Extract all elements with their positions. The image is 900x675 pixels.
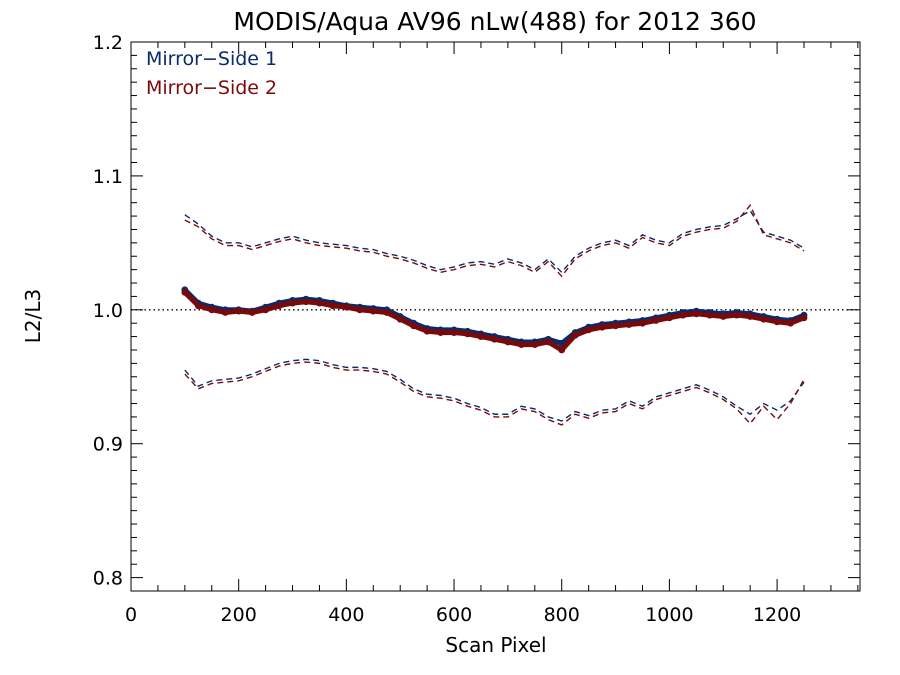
mirror-side-2-mean-point xyxy=(692,310,700,318)
mirror-side-2-mean-point xyxy=(396,315,404,323)
legend: Mirror−Side 1 Mirror−Side 2 xyxy=(146,48,277,99)
mirror-side-2-mean-point xyxy=(585,326,593,334)
mirror-side-2-mean-point xyxy=(275,302,283,310)
y-tick-label: 1.1 xyxy=(93,166,123,188)
mirror-side-2-mean-point xyxy=(517,341,525,349)
mirror-side-2-mean-point xyxy=(733,311,741,319)
mirror-side-2-mean-point xyxy=(706,311,714,319)
mirror-side-2-mean-point xyxy=(289,299,296,307)
mirror-side-2-mean-point xyxy=(544,338,552,346)
mirror-side-2-upper-line xyxy=(184,204,805,278)
mirror-side-2-mean-point xyxy=(369,307,377,315)
mirror-side-2-mean-point xyxy=(746,313,754,320)
mirror-side-2-mean-point xyxy=(531,341,539,349)
mirror-side-2-mean-point xyxy=(598,323,606,331)
mirror-side-2-mean-point xyxy=(450,329,458,336)
x-tick-label: 0 xyxy=(125,604,137,626)
mirror-side-2-mean-point xyxy=(800,314,808,322)
x-tick-label: 800 xyxy=(544,604,580,626)
x-tick-label: 400 xyxy=(328,604,364,626)
mirror-side-2-mean-point xyxy=(302,298,310,306)
y-tick-label: 1.2 xyxy=(93,32,123,54)
mirror-side-2-mean-point xyxy=(719,313,727,320)
mirror-side-2-mean-point xyxy=(383,309,391,316)
mirror-side-2-lower-line xyxy=(184,361,805,426)
mirror-side-2-mean-point xyxy=(773,318,781,326)
mirror-side-2-mean-point xyxy=(194,302,202,310)
mirror-side-2-mean-point xyxy=(329,302,337,310)
x-axis-label: Scan Pixel xyxy=(445,633,546,657)
series-group xyxy=(181,204,808,426)
legend-item-mirror-side-1: Mirror−Side 1 xyxy=(146,48,277,70)
mirror-side-2-mean-point xyxy=(262,306,270,314)
mirror-side-2-mean-point xyxy=(248,309,256,316)
mirror-side-2-mean-point xyxy=(410,322,418,330)
mirror-side-1-lower-line xyxy=(184,358,805,422)
mirror-side-2-mean-point xyxy=(221,309,229,316)
mirror-side-2-mean-point xyxy=(639,319,646,327)
legend-item-mirror-side-2: Mirror−Side 2 xyxy=(146,77,277,99)
y-axis-label: L2/L3 xyxy=(21,289,45,343)
y-tick-label: 1.0 xyxy=(93,300,123,322)
mirror-side-2-mean-point xyxy=(235,307,243,315)
mirror-side-2-mean-point xyxy=(464,330,471,338)
x-tick-label: 1200 xyxy=(753,604,801,626)
x-tick-label: 600 xyxy=(436,604,472,626)
mirror-side-2-mean-point xyxy=(491,335,498,343)
plot-border xyxy=(130,41,861,592)
x-axis: 0 200 400 600 800 1000 1200 xyxy=(125,42,859,626)
mirror-side-2-mean-point xyxy=(342,303,350,311)
mirror-side-2-mean-point xyxy=(316,299,323,307)
mirror-side-1-upper-line xyxy=(184,209,805,274)
mirror-side-2-mean-point xyxy=(356,306,364,314)
mirror-side-2-mean-point xyxy=(625,321,633,328)
y-axis: 0.8 0.9 1.0 1.1 1.2 xyxy=(93,32,860,592)
mirror-side-2-mean-point xyxy=(666,314,673,322)
x-tick-label: 1000 xyxy=(645,604,693,626)
mirror-side-2-mean-point xyxy=(787,319,794,327)
plot-frame xyxy=(130,41,861,592)
mirror-side-2-mean-point xyxy=(504,338,512,346)
mirror-side-2-mean-point xyxy=(423,327,431,335)
mirror-side-2-mean-point xyxy=(437,329,444,336)
mirror-side-2-mean-point xyxy=(571,331,579,339)
mirror-side-2-mean-point xyxy=(208,306,216,314)
mirror-side-2-mean-point xyxy=(612,322,619,330)
mirror-side-2-mean-point xyxy=(760,315,768,323)
y-tick-label: 0.8 xyxy=(93,568,123,590)
chart-title: MODIS/Aqua AV96 nLw(488) for 2012 360 xyxy=(233,7,756,36)
x-tick-label: 200 xyxy=(221,604,257,626)
mirror-side-2-mean-point xyxy=(181,288,189,296)
mirror-side-2-mean-point xyxy=(558,346,566,354)
mirror-side-2-mean-point xyxy=(477,333,485,340)
y-tick-label: 0.9 xyxy=(93,434,123,456)
mirror-side-2-mean-point xyxy=(679,311,687,319)
mirror-side-2-mean-point xyxy=(652,317,660,324)
